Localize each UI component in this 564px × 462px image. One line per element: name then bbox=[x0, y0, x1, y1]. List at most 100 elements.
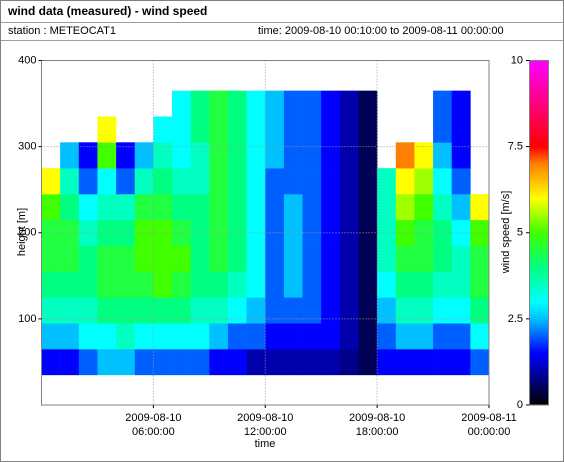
cell bbox=[358, 245, 378, 272]
cell bbox=[190, 323, 210, 350]
cell bbox=[451, 323, 471, 350]
cell bbox=[209, 90, 229, 117]
cell bbox=[227, 168, 247, 195]
cell bbox=[190, 193, 210, 221]
cell bbox=[153, 271, 173, 298]
cell bbox=[209, 271, 229, 298]
y-tick-label: 300 bbox=[18, 141, 36, 153]
cell bbox=[60, 271, 80, 298]
x-tick-label: 12:00:00 bbox=[244, 426, 287, 438]
cell bbox=[377, 168, 397, 195]
cell bbox=[302, 245, 322, 272]
cell bbox=[321, 168, 341, 195]
cell bbox=[265, 297, 285, 324]
cell bbox=[78, 349, 98, 376]
cell bbox=[172, 245, 191, 272]
cell bbox=[414, 323, 434, 350]
cell bbox=[302, 168, 322, 195]
cell bbox=[227, 297, 247, 324]
cell bbox=[377, 297, 397, 324]
cell bbox=[41, 349, 61, 376]
cell bbox=[116, 245, 136, 272]
cell bbox=[134, 168, 154, 195]
cell bbox=[283, 297, 303, 324]
cell bbox=[451, 193, 471, 221]
cell bbox=[433, 90, 453, 117]
cell bbox=[190, 297, 210, 324]
y-tick-label: 100 bbox=[18, 313, 36, 325]
cell bbox=[302, 193, 322, 221]
cell bbox=[395, 349, 415, 376]
cell bbox=[209, 349, 229, 376]
cell bbox=[414, 193, 434, 221]
cell bbox=[172, 271, 191, 298]
cell bbox=[78, 271, 98, 298]
cell bbox=[451, 168, 471, 195]
colorbar-tick-label: 2.5 bbox=[508, 313, 523, 325]
cell bbox=[283, 349, 303, 376]
period: time: 2009-08-10 00:10:00 to 2009-08-11 … bbox=[258, 25, 504, 37]
cell bbox=[116, 323, 136, 350]
cell bbox=[265, 142, 285, 169]
cell bbox=[339, 142, 359, 169]
cell bbox=[433, 219, 453, 246]
cell bbox=[246, 142, 266, 169]
cell bbox=[302, 142, 322, 169]
cell bbox=[190, 219, 210, 246]
cell bbox=[265, 168, 285, 195]
cell bbox=[78, 142, 98, 169]
cell bbox=[134, 271, 154, 298]
cell bbox=[97, 219, 117, 246]
cell bbox=[172, 349, 191, 376]
cell bbox=[321, 219, 341, 246]
cell bbox=[246, 219, 266, 246]
x-tick-label: 2009-08-10 bbox=[237, 412, 293, 424]
cell bbox=[153, 116, 173, 143]
cell bbox=[358, 142, 378, 169]
cell bbox=[134, 323, 154, 350]
cell bbox=[265, 193, 285, 221]
colorbar-tick-label: 10 bbox=[511, 54, 523, 66]
cell bbox=[377, 271, 397, 298]
cell bbox=[172, 90, 191, 117]
cell bbox=[246, 349, 266, 376]
cell bbox=[60, 168, 80, 195]
cell bbox=[321, 90, 341, 117]
cell bbox=[41, 271, 61, 298]
cell bbox=[78, 323, 98, 350]
x-axis-label: time bbox=[255, 438, 276, 450]
cell bbox=[209, 142, 229, 169]
cell bbox=[321, 349, 341, 376]
cell bbox=[246, 168, 266, 195]
cell bbox=[246, 90, 266, 117]
cell bbox=[321, 116, 341, 143]
cell bbox=[414, 168, 434, 195]
cell bbox=[265, 219, 285, 246]
cell bbox=[227, 349, 247, 376]
cell bbox=[339, 245, 359, 272]
cell bbox=[414, 245, 434, 272]
cell bbox=[470, 245, 490, 272]
colorbar bbox=[529, 60, 549, 406]
cell bbox=[358, 116, 378, 143]
cell bbox=[190, 349, 210, 376]
cell bbox=[153, 323, 173, 350]
cell bbox=[78, 297, 98, 324]
cell bbox=[97, 349, 117, 376]
cell bbox=[172, 116, 191, 143]
x-tick-label: 06:00:00 bbox=[132, 426, 175, 438]
cell bbox=[265, 349, 285, 376]
cell bbox=[302, 271, 322, 298]
cell bbox=[451, 219, 471, 246]
cell bbox=[227, 193, 247, 221]
y-axis-label: height [m] bbox=[16, 208, 28, 256]
cell bbox=[116, 168, 136, 195]
cell bbox=[60, 193, 80, 221]
cell bbox=[227, 90, 247, 117]
cell bbox=[358, 349, 378, 376]
cell bbox=[451, 90, 471, 117]
cell bbox=[339, 219, 359, 246]
colorbar-label: wind speed [m/s] bbox=[500, 191, 512, 275]
colorbar-tick-label: 7.5 bbox=[508, 141, 523, 153]
